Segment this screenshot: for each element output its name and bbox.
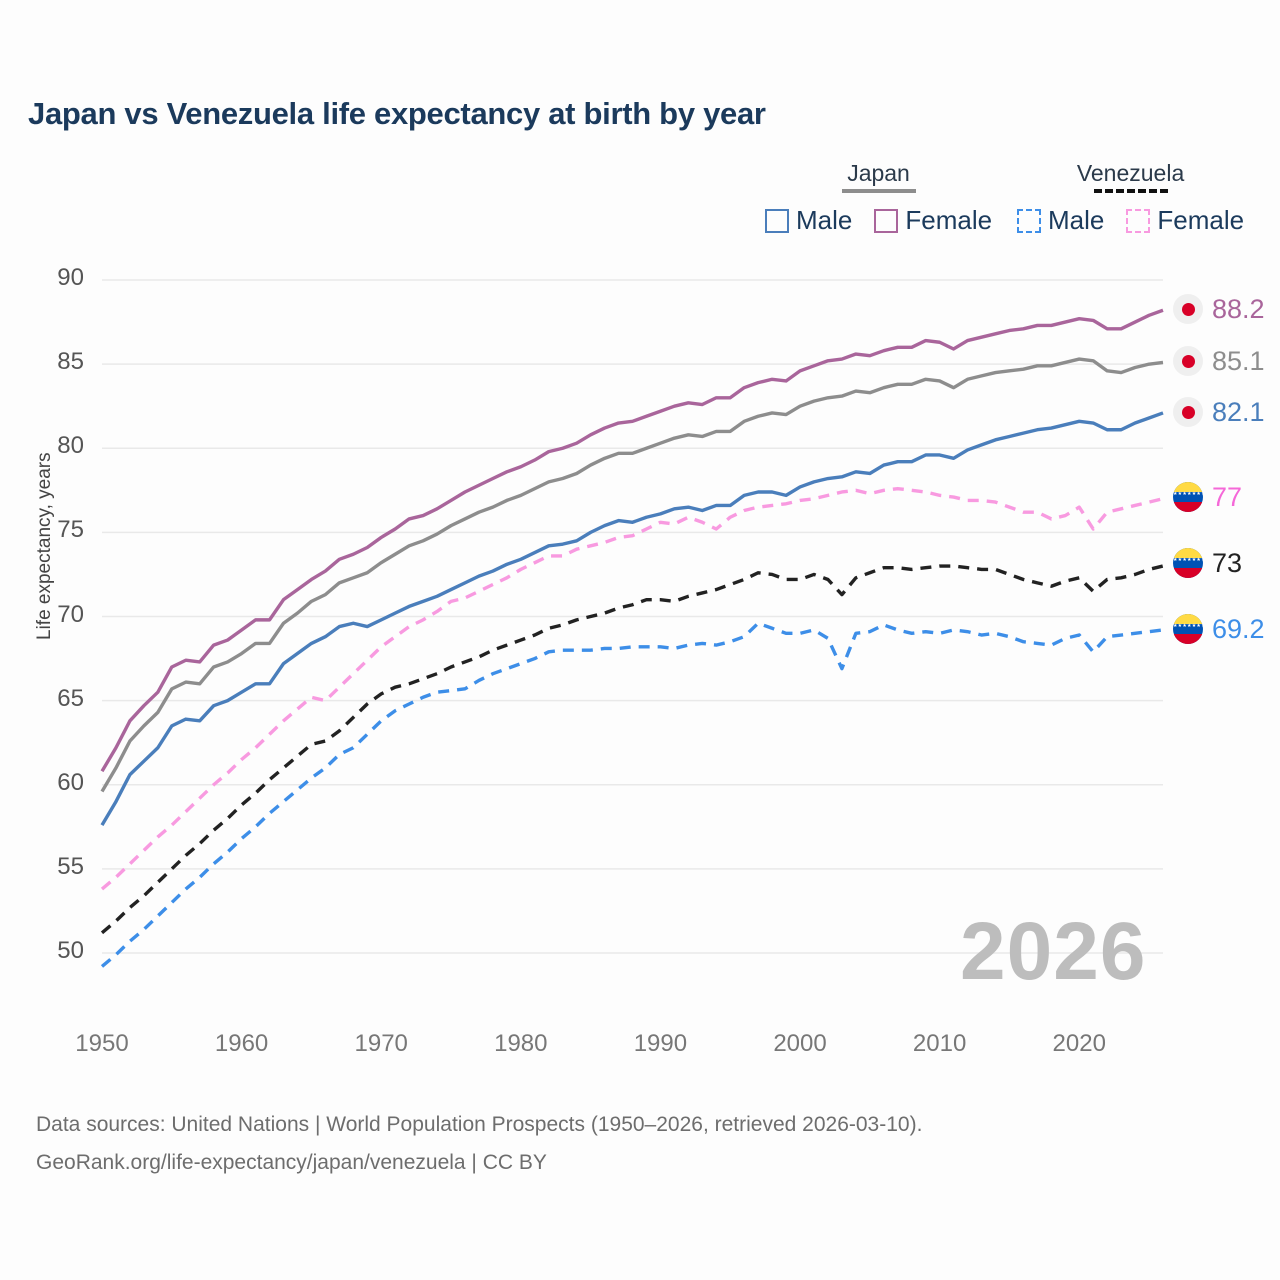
venezuela-flag-icon: ★★★★★★★★ <box>1173 482 1203 512</box>
series-endpoint-label: 88.2 <box>1173 292 1265 326</box>
page-title: Japan vs Venezuela life expectancy at bi… <box>28 96 766 131</box>
series-endpoint-label: 85.1 <box>1173 344 1265 378</box>
square-dashed-outline-icon <box>1017 208 1041 233</box>
y-axis-tick-label: 60 <box>57 768 84 796</box>
endpoint-value: 69.2 <box>1212 613 1265 644</box>
japan-flag-icon <box>1173 294 1203 324</box>
x-axis-tick-label: 2020 <box>1052 1030 1106 1057</box>
series-line <box>100 308 1164 773</box>
y-axis-tick-label: 75 <box>57 516 84 544</box>
y-axis-tick-label: 90 <box>57 264 84 291</box>
venezuela-flag-icon: ★★★★★★★★ <box>1173 548 1203 578</box>
legend-label-venezuela-male: Male <box>1048 205 1105 235</box>
square-outline-icon <box>874 208 899 233</box>
endpoint-value: 77 <box>1212 481 1243 512</box>
legend-item-japan-female[interactable]: Female <box>874 205 992 236</box>
legend-item-venezuela-male[interactable]: Male <box>1017 205 1104 236</box>
year-watermark: 2026 <box>960 906 1147 997</box>
venezuela-flag-icon: ★★★★★★★★ <box>1173 614 1203 644</box>
square-dashed-outline-icon <box>1126 208 1151 233</box>
y-axis-tick-label: 65 <box>57 684 84 712</box>
legend-group-venezuela: Venezuela Male Female <box>1017 160 1244 236</box>
endpoint-value: 85.1 <box>1212 345 1265 376</box>
y-axis-tick-label: 55 <box>57 852 84 880</box>
legend-group-japan: Japan Male Female <box>765 160 992 236</box>
japan-flag-icon <box>1173 397 1203 427</box>
japan-flag-icon <box>1173 346 1203 376</box>
legend-country-label-japan: Japan <box>847 160 910 186</box>
series-endpoint-label: ★★★★★★★★ 77 <box>1173 480 1242 514</box>
legend-rule-japan <box>841 189 916 193</box>
y-axis-tick-label: 85 <box>57 348 84 376</box>
legend-label-japan-male: Male <box>796 205 853 235</box>
x-axis-tick-label: 2010 <box>912 1030 967 1057</box>
x-axis-tick-label: 1950 <box>75 1030 129 1057</box>
series-endpoint-label: 82.1 <box>1173 395 1265 429</box>
x-axis-tick-label: 2000 <box>773 1030 827 1057</box>
footer-line-attribution: GeoRank.org/life-expectancy/japan/venezu… <box>36 1151 547 1174</box>
chart-legend: Japan Male Female Venezuela Male <box>755 160 1255 246</box>
series-endpoint-label: ★★★★★★★★ 73 <box>1173 546 1242 580</box>
legend-label-japan-female: Female <box>905 205 993 235</box>
square-outline-icon <box>765 208 789 233</box>
y-axis-tick-label: 80 <box>57 432 84 460</box>
series-line <box>100 357 1164 793</box>
series-endpoint-label: ★★★★★★★★ 69.2 <box>1173 612 1265 646</box>
legend-country-label-venezuela: Venezuela <box>1076 160 1185 186</box>
chart-plot-area <box>100 279 1164 968</box>
legend-item-venezuela-female[interactable]: Female <box>1126 205 1244 236</box>
series-line <box>100 486 1164 891</box>
chart-footer: Data sources: United Nations | World Pop… <box>36 1106 922 1182</box>
series-line <box>100 411 1164 826</box>
x-axis-tick-label: 1960 <box>214 1030 269 1057</box>
endpoint-value: 88.2 <box>1212 293 1265 324</box>
x-axis-tick-label: 1990 <box>633 1030 688 1057</box>
legend-rule-venezuela <box>1093 189 1168 193</box>
endpoint-value: 73 <box>1212 547 1243 578</box>
y-axis-tick-label: 70 <box>57 600 84 628</box>
footer-line-sources: Data sources: United Nations | World Pop… <box>36 1113 923 1136</box>
legend-label-venezuela-female: Female <box>1157 205 1245 235</box>
series-line <box>100 621 1164 968</box>
series-line <box>100 564 1164 935</box>
x-axis-tick-label: 1970 <box>354 1030 408 1057</box>
y-axis-tick-label: 50 <box>57 937 84 964</box>
legend-item-japan-male[interactable]: Male <box>765 205 852 236</box>
x-axis-tick-label: 1980 <box>494 1030 548 1057</box>
endpoint-value: 82.1 <box>1212 396 1265 427</box>
